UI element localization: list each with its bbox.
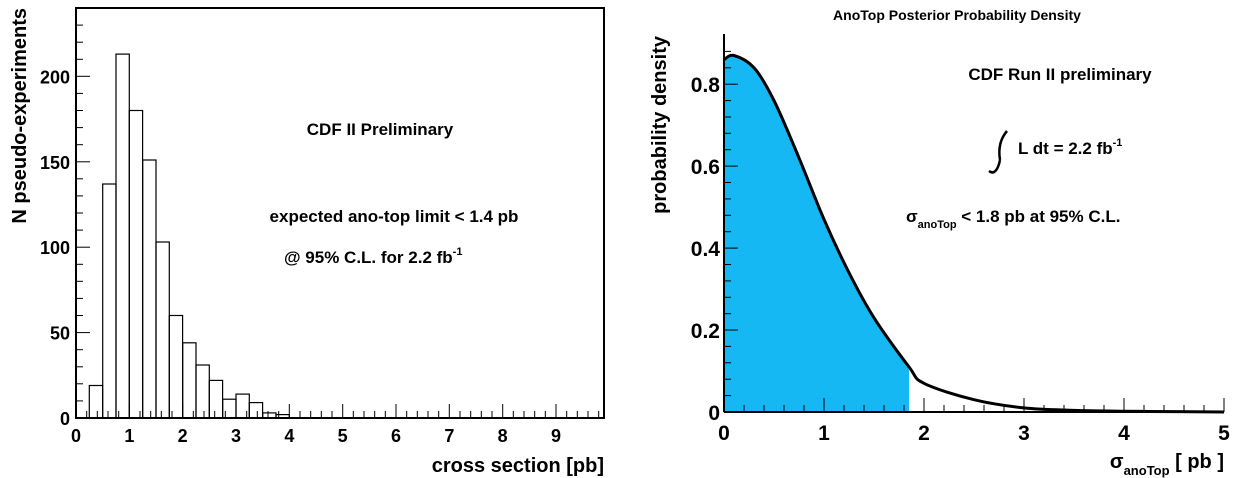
histogram-x-tick-label: 1 [124,426,134,446]
histogram-x-tick-label: 2 [178,426,188,446]
histogram-bar [88,384,104,419]
posterior-y-axis-label: probability density [649,35,671,214]
histogram-x-tick-label: 6 [391,426,401,446]
posterior-x-tick-label: 0 [718,422,730,445]
histogram-bar [115,53,130,419]
histogram-y-axis-label: N pseudo-experiments [9,8,31,224]
histogram-x-tick-label: 3 [231,426,241,446]
histogram-panel: 0 1 2 3 4 5 6 7 8 9 0 50 100 150 200 cross section [p… [9,7,605,477]
posterior-luminosity-text: L dt = 2.2 fb-1 [1018,137,1122,158]
posterior-x-tick-label: 4 [1118,422,1130,445]
posterior-luminosity-superscript: -1 [1113,137,1123,149]
histogram-y-tick-label: 0 [60,409,70,429]
posterior-x-axis-label: σanoTop [ pb ] [1110,451,1224,478]
histogram-x-ticks: 0 1 2 3 4 5 6 7 8 9 [71,404,600,446]
histogram-bar [222,398,237,419]
posterior-y-tick-label: 0.4 [691,238,721,261]
histogram-x-tick-label: 4 [284,426,294,446]
posterior-x-tick-label: 3 [1018,422,1030,445]
posterior-limit-text: σanoTop < 1.8 pb at 95% C.L. [906,207,1120,231]
histogram-bar [182,342,197,419]
posterior-y-tick-label: 0.6 [691,156,720,179]
histogram-y-ticks: 0 50 100 150 200 [40,24,90,429]
histogram-x-tick-label: 8 [498,426,508,446]
histogram-y-tick-label: 200 [40,67,70,87]
histogram-bars [88,53,290,419]
integral-symbol [988,130,1008,174]
posterior-shaded-area [724,55,909,413]
histogram-bar [275,414,290,419]
histogram-bar [248,402,264,419]
histogram-expected-limit-text: expected ano-top limit < 1.4 pb [270,207,519,226]
posterior-x-tick-label: 2 [918,422,930,445]
posterior-y-tick-label: 0 [708,402,720,425]
posterior-x-axis-sigma: σ [1110,451,1124,473]
posterior-x-axis-unit: [ pb ] [1170,451,1224,473]
histogram-bar [102,183,117,419]
posterior-x-axis-subscript: anoTop [1124,463,1170,478]
histogram-x-tick-label: 0 [71,426,81,446]
posterior-x-tick-label: 1 [818,422,830,445]
histogram-bar [168,314,184,419]
histogram-bar [142,159,157,419]
posterior-limit-value: < 1.8 pb at 95% C.L. [957,207,1121,226]
histogram-y-tick-label: 50 [50,324,70,344]
posterior-x-ticks: 0 1 2 3 4 5 [718,398,1230,445]
histogram-bar [155,241,170,419]
posterior-y-tick-label: 0.8 [691,74,721,97]
histogram-y-tick-label: 100 [40,238,70,258]
histogram-x-tick-label: 7 [444,426,454,446]
histogram-luminosity-superscript: -1 [453,246,463,258]
histogram-bar [208,379,224,419]
histogram-x-tick-label: 9 [551,426,561,446]
histogram-luminosity-prefix: @ 95% C.L. for 2.2 fb [284,248,453,267]
posterior-x-tick-label: 5 [1218,422,1230,445]
posterior-preliminary-label: CDF Run II preliminary [968,65,1152,84]
histogram-x-axis-label: cross section [pb] [432,455,604,477]
posterior-title: AnoTop Posterior Probability Density [833,7,1081,23]
posterior-y-tick-label: 0.2 [691,320,720,343]
posterior-limit-subscript: anoTop [918,219,957,231]
histogram-bar [235,393,250,419]
histogram-x-tick-label: 5 [338,426,348,446]
posterior-density-curve [723,53,1225,414]
histogram-luminosity-text: @ 95% C.L. for 2.2 fb-1 [284,246,462,267]
histogram-bar [195,364,210,419]
histogram-bar [128,109,144,419]
posterior-panel: AnoTop Posterior Probability Density 0 1 2… [649,7,1230,478]
posterior-y-ticks: 0 0.2 0.4 0.6 0.8 [691,50,738,425]
histogram-y-tick-label: 150 [40,153,70,173]
posterior-luminosity-prefix: L dt = 2.2 fb [1018,139,1113,158]
posterior-limit-sigma: σ [906,207,918,226]
histogram-preliminary-label: CDF II Preliminary [307,120,454,139]
